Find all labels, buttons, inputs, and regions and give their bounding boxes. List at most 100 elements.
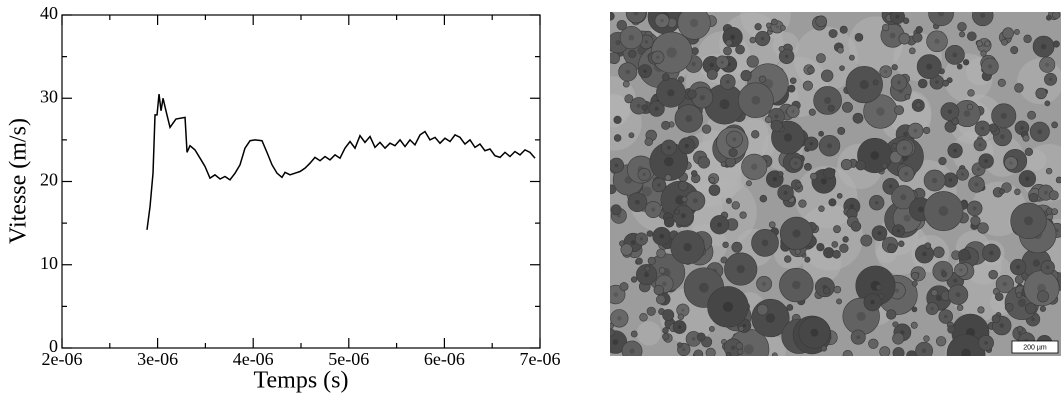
particle — [911, 271, 920, 280]
particle-core — [709, 62, 714, 68]
particle-core — [926, 63, 933, 70]
particle — [833, 285, 842, 294]
particle — [951, 117, 960, 126]
particle-core — [719, 99, 730, 110]
particle-core — [952, 52, 958, 58]
particle — [910, 321, 918, 329]
particle-core — [974, 182, 979, 187]
y-tick-label: 20 — [40, 170, 58, 190]
particle-core — [743, 344, 754, 355]
particle-core — [691, 61, 696, 67]
particle — [739, 211, 747, 219]
particle-core — [725, 80, 730, 84]
particle-core — [612, 339, 619, 345]
particle-core — [935, 294, 943, 302]
particle — [705, 347, 716, 356]
particle — [630, 330, 638, 338]
particle — [658, 267, 666, 274]
particle-core — [921, 348, 927, 353]
particle-core — [692, 198, 698, 204]
particle-core — [760, 36, 765, 41]
particle — [891, 64, 898, 71]
particle-core — [897, 80, 901, 85]
particle — [624, 94, 634, 104]
particle-core — [1025, 176, 1030, 181]
particle — [1046, 14, 1052, 21]
particle — [911, 306, 918, 313]
particle-core — [913, 128, 918, 133]
particle-core — [730, 34, 736, 40]
particle — [1010, 46, 1019, 55]
particle — [696, 332, 706, 342]
particle — [850, 221, 862, 232]
particle-core — [856, 335, 861, 339]
particle-core — [667, 89, 675, 97]
x-tick-label: 6e-06 — [424, 349, 465, 369]
particle-core — [894, 288, 900, 293]
particle-core — [657, 183, 661, 187]
x-tick-label: 7e-06 — [520, 349, 561, 369]
particle — [723, 46, 732, 56]
y-axis-label: Vitesse (m/s) — [6, 118, 32, 244]
particle-core — [935, 80, 939, 84]
particle — [904, 93, 911, 100]
particle-core — [722, 301, 734, 312]
particle — [768, 221, 776, 229]
particle — [647, 256, 656, 265]
particle — [832, 250, 841, 259]
particle-core — [1000, 112, 1007, 119]
particle — [881, 23, 890, 32]
particle-core — [761, 239, 769, 247]
particle-core — [976, 167, 981, 171]
particle — [731, 241, 743, 253]
particle — [947, 325, 956, 334]
particle — [764, 115, 773, 124]
particle — [898, 32, 911, 45]
particle — [823, 247, 835, 259]
particle — [795, 181, 802, 188]
particle — [930, 289, 938, 297]
particle-core — [680, 213, 686, 219]
particle-core — [1040, 43, 1047, 50]
particle — [1039, 305, 1046, 312]
particle — [894, 105, 905, 116]
particle-core — [1031, 317, 1035, 321]
particle — [922, 126, 931, 135]
particle — [758, 75, 767, 83]
particle — [958, 248, 971, 261]
particle — [635, 257, 643, 265]
particle — [681, 196, 688, 203]
particle-core — [664, 156, 674, 167]
particle — [798, 199, 807, 208]
particle — [852, 112, 864, 124]
particle-core — [820, 178, 827, 185]
bright-patch — [636, 321, 662, 346]
particle — [848, 54, 855, 61]
particle — [1051, 208, 1058, 215]
particle — [820, 345, 828, 352]
particle — [956, 63, 963, 70]
particle — [770, 119, 783, 132]
particle — [984, 40, 991, 47]
particle — [818, 130, 824, 137]
particle — [663, 217, 675, 228]
particle-core — [720, 60, 724, 64]
particle — [622, 80, 630, 88]
particle — [735, 44, 745, 55]
particle-core — [1024, 216, 1033, 226]
particle — [677, 313, 685, 320]
particle — [962, 59, 970, 66]
particle — [828, 29, 838, 38]
particle-core — [1002, 281, 1008, 287]
particle-core — [900, 194, 907, 201]
particle — [915, 26, 923, 34]
particle-core — [856, 311, 866, 321]
particle — [661, 120, 671, 130]
particle — [842, 101, 853, 113]
particle — [740, 70, 752, 82]
scale-bar — [1011, 340, 1059, 354]
particle — [1025, 302, 1037, 315]
particle-core — [963, 110, 971, 117]
particle — [610, 52, 620, 65]
particle-core — [614, 163, 619, 168]
